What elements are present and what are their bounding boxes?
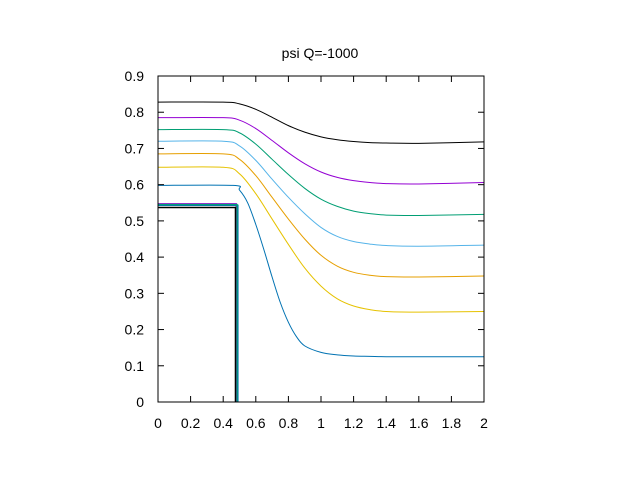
x-tick-label: 0 [154,415,162,431]
x-tick-label: 2 [480,415,488,431]
series-line-6 [157,101,485,144]
x-tick-label: 0.4 [213,415,233,431]
y-tick-label: 0.5 [125,213,145,229]
series-line-2 [157,152,485,278]
x-tick-label: 0.2 [181,415,201,431]
x-tick-label: 1.6 [409,415,429,431]
plot-frame [157,75,485,403]
y-tick-label: 0.8 [125,104,145,120]
y-axis: 0 0.1 0.2 0.3 0.4 0.5 0.6 0.7 0.8 0.9 [125,68,484,410]
x-tick-label: 1.2 [344,415,364,431]
chart-title: psi Q=-1000 [282,45,359,61]
x-tick-label: 0.8 [279,415,299,431]
series-line-4 [157,128,485,216]
x-axis: 0 0.2 0.4 0.6 0.8 1 1.2 1.4 1.6 1.8 2 [154,76,488,431]
y-tick-label: 0.1 [125,358,145,374]
y-tick-label: 0.9 [125,68,145,84]
x-tick-label: 1.4 [376,415,396,431]
y-tick-label: 0.3 [125,285,145,301]
step-line-3 [158,206,237,402]
y-tick-label: 0.6 [125,177,145,193]
step-line-0 [158,203,237,402]
x-tick-label: 1.8 [442,415,462,431]
y-tick-label: 0 [136,394,144,410]
y-tick-label: 0.2 [125,322,145,338]
series-line-1 [157,166,485,313]
series-line-0 [157,184,484,358]
plot-lines [157,101,485,402]
y-tick-label: 0.4 [125,249,145,265]
series-line-5 [157,116,485,185]
y-tick-label: 0.7 [125,140,145,156]
step-line-1 [158,204,239,402]
step-line-2 [158,203,238,402]
x-tick-label: 1 [317,415,325,431]
x-tick-label: 0.6 [246,415,266,431]
series-line-3 [157,140,485,247]
